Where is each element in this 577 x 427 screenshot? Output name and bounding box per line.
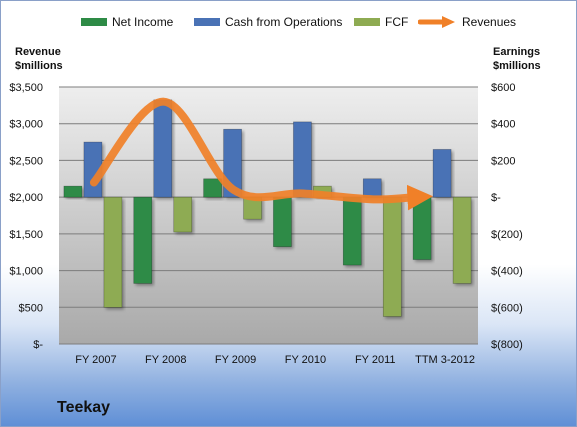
legend-swatch-net-income xyxy=(81,18,107,26)
left-axis-title: Revenue $millions xyxy=(15,45,63,73)
right-tick-label: $400 xyxy=(491,119,515,131)
right-axis-title-line1: Earnings xyxy=(493,46,541,58)
category-label: FY 2011 xyxy=(355,354,396,366)
left-tick-label: $2,500 xyxy=(9,155,43,167)
left-tick-label: $1,000 xyxy=(9,266,43,278)
right-tick-label: $(600) xyxy=(491,302,523,314)
legend-revenues: Revenues xyxy=(418,15,516,29)
left-tick-label: $500 xyxy=(19,302,43,314)
right-tick-label: $(400) xyxy=(491,266,523,278)
category-label: TTM 3-2012 xyxy=(415,354,475,366)
right-tick-label: $(200) xyxy=(491,229,523,241)
revenues-line xyxy=(89,97,433,211)
left-tick-label: $- xyxy=(33,339,43,351)
bar-net-income xyxy=(203,178,222,198)
legend-swatch-fcf xyxy=(354,18,380,26)
legend-fcf: FCF xyxy=(354,15,408,29)
right-tick-label: $(800) xyxy=(491,339,523,351)
bar-fcf xyxy=(382,196,402,317)
left-axis-title-line2: $millions xyxy=(15,60,63,72)
right-axis-title-line2: $millions xyxy=(493,60,541,72)
legend-net-income: Net Income xyxy=(81,15,173,29)
legend-label-revenues: Revenues xyxy=(462,15,517,29)
bar-cash-from-operations xyxy=(362,178,382,198)
category-label: FY 2009 xyxy=(215,354,256,366)
right-tick-label: $- xyxy=(491,192,501,204)
bar-net-income xyxy=(133,196,153,284)
bar-cash-from-operations xyxy=(153,99,173,198)
legend-swatch-cfo xyxy=(194,18,220,26)
bar-net-income xyxy=(342,196,362,266)
legend-label-net-income: Net Income xyxy=(112,15,174,29)
bar-fcf xyxy=(452,196,472,284)
category-label: FY 2008 xyxy=(145,354,186,366)
bar-cash-from-operations xyxy=(432,149,452,198)
legend-arrow-icon xyxy=(418,16,455,28)
bar-fcf xyxy=(103,196,123,308)
left-tick-label: $2,000 xyxy=(9,192,43,204)
legend-label-fcf: FCF xyxy=(385,15,409,29)
bar-fcf xyxy=(173,196,193,233)
category-label: FY 2007 xyxy=(75,354,116,366)
right-axis-title: Earnings $millions xyxy=(493,45,541,73)
company-title: Teekay xyxy=(57,399,111,416)
left-axis-title-line1: Revenue xyxy=(15,46,61,58)
right-tick-label: $200 xyxy=(491,155,515,167)
bar-cash-from-operations xyxy=(293,121,312,198)
bar-net-income xyxy=(273,196,292,248)
category-label: FY 2010 xyxy=(285,354,326,366)
bar-net-income xyxy=(63,185,83,198)
bar-net-income xyxy=(412,196,432,260)
legend-cash-from-operations: Cash from Operations xyxy=(194,15,342,29)
right-tick-label: $600 xyxy=(491,82,515,94)
legend-label-cfo: Cash from Operations xyxy=(225,15,343,29)
left-tick-label: $3,500 xyxy=(9,82,43,94)
left-tick-label: $3,000 xyxy=(9,119,43,131)
left-tick-label: $1,500 xyxy=(9,229,43,241)
